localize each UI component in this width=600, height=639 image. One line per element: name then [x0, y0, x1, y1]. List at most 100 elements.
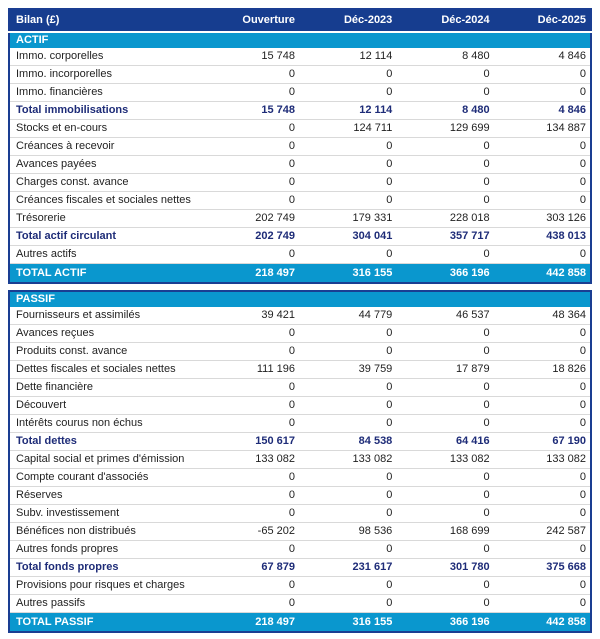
table-row: Fournisseurs et assimilés 39 421 44 779 46 … — [9, 307, 591, 325]
row-label: Autres passifs — [9, 594, 202, 613]
row-value: 134 887 — [493, 119, 591, 138]
table-row: Créances fiscales et sociales nettes 0 0 0 0 — [9, 191, 591, 210]
row-label: Immo. corporelles — [9, 48, 202, 66]
row-value: 303 126 — [493, 209, 591, 228]
row-value: 0 — [298, 83, 397, 102]
row-value: 0 — [396, 486, 494, 505]
column-header-dec-2025: Déc-2025 — [493, 9, 591, 33]
row-value: 0 — [493, 191, 591, 210]
row-value: 0 — [493, 155, 591, 174]
table-title: Bilan (£) — [9, 9, 202, 33]
row-value: 12 114 — [298, 48, 397, 66]
row-value: 316 155 — [298, 612, 397, 632]
row-value: 0 — [298, 378, 397, 397]
table-row: Avances payées 0 0 0 0 — [9, 155, 591, 174]
row-value: 218 497 — [201, 612, 299, 632]
row-value: 0 — [493, 324, 591, 343]
row-value: 67 879 — [201, 558, 299, 577]
row-label: Intérêts courus non échus — [9, 414, 202, 433]
table-row: Dette financière 0 0 0 0 — [9, 378, 591, 397]
passif-table: PASSIF Fournisseurs et assimilés 39 421 44 … — [8, 290, 592, 633]
table-row: Trésorerie 202 749 179 331 228 018 303 126 — [9, 209, 591, 228]
row-value: 0 — [298, 486, 397, 505]
table-row: Avances reçues 0 0 0 0 — [9, 324, 591, 343]
row-value: 0 — [201, 342, 299, 361]
row-value: 0 — [493, 245, 591, 264]
row-value: 124 711 — [298, 119, 397, 138]
row-value: 0 — [201, 540, 299, 559]
row-value: 0 — [493, 468, 591, 487]
row-label: Total immobilisations — [9, 101, 202, 120]
table-row: Subv. investissement 0 0 0 0 — [9, 504, 591, 523]
actif-table: Bilan (£) Ouverture Déc-2023 Déc-2024 Dé… — [8, 8, 592, 284]
row-label: Total fonds propres — [9, 558, 202, 577]
row-label: Autres actifs — [9, 245, 202, 264]
subtotal-row: Total immobilisations 15 748 12 114 8 480 4 … — [9, 101, 591, 120]
column-header-dec-2023: Déc-2023 — [298, 9, 397, 33]
row-value: 228 018 — [396, 209, 494, 228]
row-label: Réserves — [9, 486, 202, 505]
row-value: 0 — [396, 576, 494, 595]
row-value: 15 748 — [201, 48, 299, 66]
row-value: 0 — [493, 65, 591, 84]
row-value: 357 717 — [396, 227, 494, 246]
row-value: 202 749 — [201, 227, 299, 246]
row-value: 0 — [298, 245, 397, 264]
row-value: 0 — [201, 504, 299, 523]
row-value: 17 879 — [396, 360, 494, 379]
row-value: 242 587 — [493, 522, 591, 541]
row-value: 231 617 — [298, 558, 397, 577]
row-value: 366 196 — [396, 612, 494, 632]
table-row: Dettes fiscales et sociales nettes 111 19… — [9, 360, 591, 379]
row-label: Avances reçues — [9, 324, 202, 343]
row-value: 0 — [201, 378, 299, 397]
table-row: Compte courant d'associés 0 0 0 0 — [9, 468, 591, 487]
row-value: 0 — [201, 65, 299, 84]
row-value: 48 364 — [493, 307, 591, 325]
subtotal-row: Total actif circulant 202 749 304 041 357 7… — [9, 227, 591, 246]
row-value: 0 — [201, 245, 299, 264]
grand-total-row-actif: TOTAL ACTIF 218 497 316 155 366 196 442 858 — [9, 263, 591, 283]
row-value: 0 — [201, 324, 299, 343]
row-value: 0 — [201, 486, 299, 505]
row-label: Compte courant d'associés — [9, 468, 202, 487]
row-value: 301 780 — [396, 558, 494, 577]
actif-table-body: ACTIF Immo. corporelles 15 748 12 114 8 480 4… — [9, 32, 591, 283]
row-label: Immo. financières — [9, 83, 202, 102]
row-value: 0 — [493, 137, 591, 156]
row-value: 0 — [396, 245, 494, 264]
row-value — [493, 291, 591, 307]
row-value: 0 — [396, 378, 494, 397]
section-banner-actif: ACTIF — [9, 32, 591, 48]
row-value: 98 536 — [298, 522, 397, 541]
row-value: 0 — [493, 504, 591, 523]
row-value: 0 — [298, 414, 397, 433]
row-value: 202 749 — [201, 209, 299, 228]
row-value: 179 331 — [298, 209, 397, 228]
table-row: Découvert 0 0 0 0 — [9, 396, 591, 415]
row-label: Fournisseurs et assimilés — [9, 307, 202, 325]
row-value: 0 — [201, 155, 299, 174]
table-row: Provisions pour risques et charges 0 0 0 0 — [9, 576, 591, 595]
row-value: 0 — [201, 137, 299, 156]
row-value: 0 — [298, 191, 397, 210]
row-label: Dette financière — [9, 378, 202, 397]
row-value: 0 — [298, 576, 397, 595]
row-label: Total actif circulant — [9, 227, 202, 246]
row-label: Subv. investissement — [9, 504, 202, 523]
row-value: 0 — [298, 65, 397, 84]
row-value: 442 858 — [493, 612, 591, 632]
row-label: Dettes fiscales et sociales nettes — [9, 360, 202, 379]
row-label: Provisions pour risques et charges — [9, 576, 202, 595]
row-value — [493, 32, 591, 48]
row-label: Autres fonds propres — [9, 540, 202, 559]
row-label: Bénéfices non distribués — [9, 522, 202, 541]
row-value: 133 082 — [201, 450, 299, 469]
row-value: 304 041 — [298, 227, 397, 246]
row-value: 8 480 — [396, 48, 494, 66]
table-row: Créances à recevoir 0 0 0 0 — [9, 137, 591, 156]
row-value: 84 538 — [298, 432, 397, 451]
row-value: 0 — [396, 342, 494, 361]
row-value: -65 202 — [201, 522, 299, 541]
row-label: PASSIF — [9, 291, 202, 307]
